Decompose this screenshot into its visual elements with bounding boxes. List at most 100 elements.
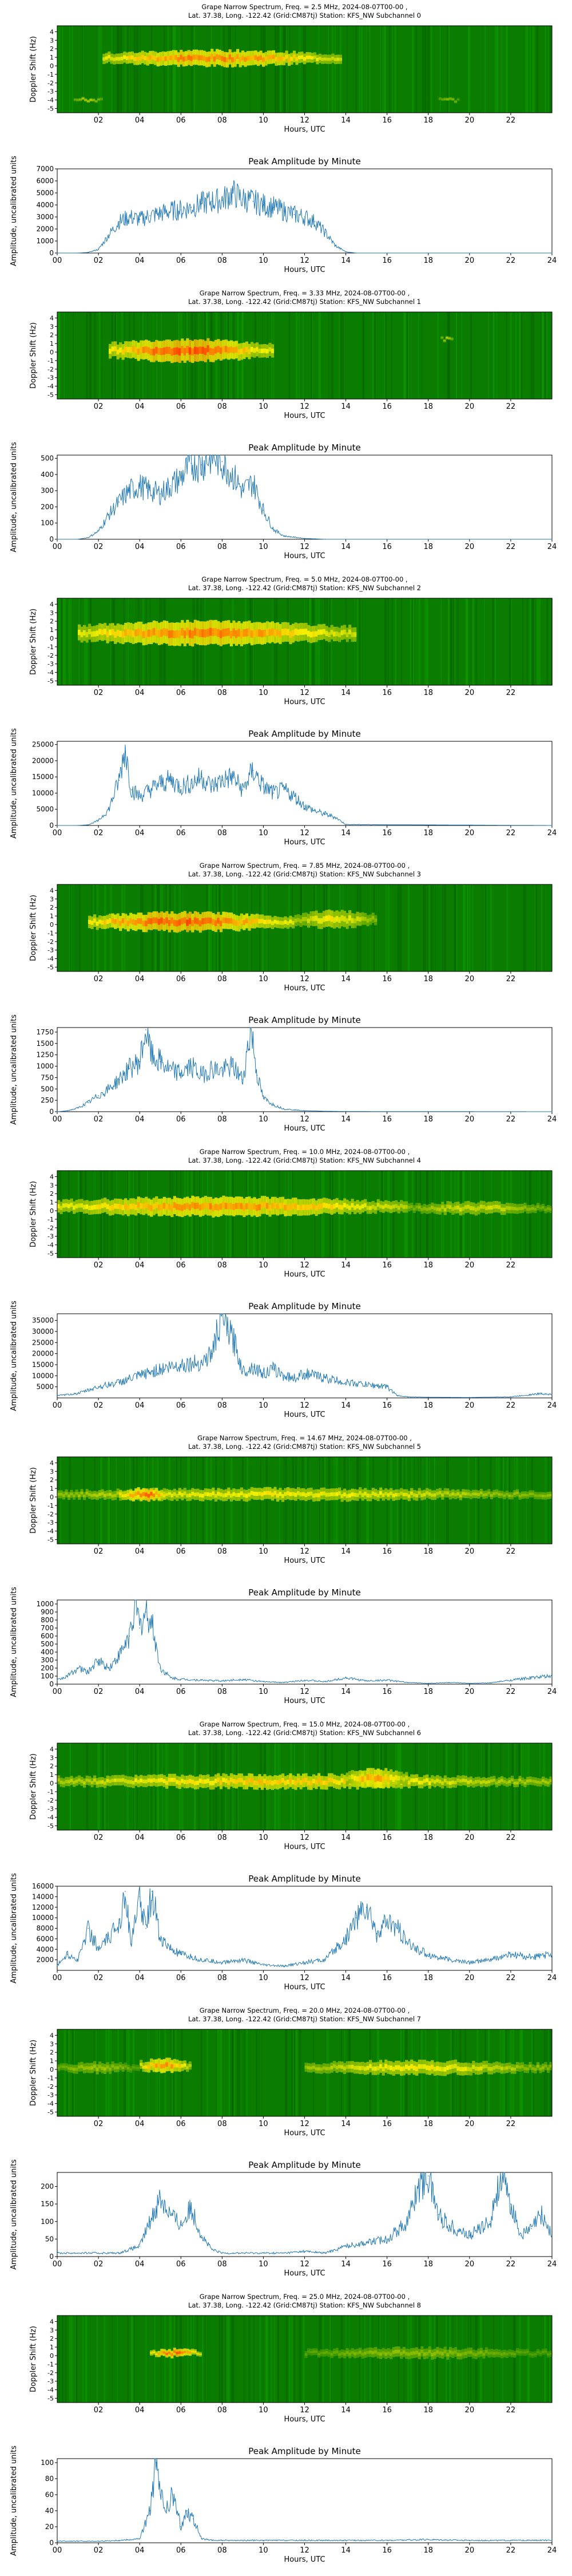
spectrogram-core [487,1491,491,1495]
amplitude-data-point [273,207,275,208]
spectrogram-core [144,56,147,61]
spectrogram-core [384,2064,388,2069]
amplitude-xtick-label: 22 [506,1401,516,1410]
spectrogram-streak [148,1743,150,1830]
spectrogram-streak [359,2316,361,2403]
spectrogram-streak [428,884,430,971]
spectrogram-core [269,55,273,60]
spectrogram-xlabel: Hours, UTC [284,1843,325,1851]
spectrogram-streak [488,1743,490,1830]
amplitude-data-point [108,514,109,516]
spectrogram-core [539,2067,542,2071]
spectrogram-streak [94,312,96,399]
spectrogram-streak [132,2029,134,2116]
spectrogram-core [462,1778,465,1782]
spectrogram-core [369,1206,372,1210]
amplitude-ytick-label: 50 [45,2235,54,2243]
spectrogram-streak [506,1457,509,1544]
amplitude-xtick-label: 02 [94,2546,104,2555]
amplitude-data-point [221,1962,223,1963]
amplitude-xtick-label: 10 [259,1115,268,1124]
spectrogram-core [428,1492,431,1496]
spectrogram-streak [434,1457,435,1544]
spectrogram-core [248,1492,251,1497]
spectrogram-core [291,1203,295,1209]
spectrogram-core [114,1778,117,1782]
spectrogram-core [222,1777,225,1783]
spectrogram-streak [379,1171,382,1258]
amplitude-data-point [160,1368,161,1370]
spectrogram-streak [133,26,136,113]
spectrogram-core [168,346,171,354]
spectrogram-core [254,55,257,60]
spectrogram-core [214,1203,217,1210]
spectrogram-ytick-label: -3 [47,2092,54,2099]
spectrogram-core [70,1779,73,1782]
spectrogram-core [374,2067,378,2071]
amplitude-data-point [151,1623,153,1625]
spectrogram-core [296,1491,300,1495]
spectrogram-core [539,2352,542,2354]
spectrogram-core [333,2064,336,2068]
amplitude-data-point [57,1965,58,1966]
spectrogram-core [462,2352,465,2356]
spectrogram-streak [235,26,236,113]
spectrogram-streak [512,1743,514,1830]
spectrogram-ytick-label: 0 [50,635,54,642]
spectrogram-streak [424,598,426,685]
spectrogram-streak [302,26,304,113]
amplitude-ytick-label: 40 [45,2507,54,2515]
spectrogram-core [397,2349,400,2353]
spectrogram-streak [421,312,422,399]
spectrogram-core [186,1780,189,1784]
spectrogram-streak [86,1743,89,1830]
amplitude-data-point [221,780,223,781]
amplitude-xtick-label: 10 [259,1974,268,1982]
spectrogram-streak [533,26,535,113]
spectrogram-core [222,1202,225,1208]
spectrogram-streak [292,2029,294,2116]
spectrogram-core [323,1780,326,1785]
spectrogram-streak [228,26,231,113]
amplitude-xtick-label: 04 [135,256,145,265]
spectrogram-streak [378,2316,379,2403]
spectrogram-core [308,56,312,60]
spectrogram-core [123,55,126,59]
spectrogram-streak [521,2029,523,2116]
amplitude-xtick-label: 02 [94,2260,104,2269]
spectrogram-core [273,1202,277,1209]
spectrogram-streak [294,2029,296,2116]
spectrogram-xtick-label: 14 [341,689,351,697]
spectrogram-streak [190,26,193,113]
amplitude-ytick-label: 35000 [32,1317,54,1325]
spectrogram-streak [447,1457,449,1544]
spectrogram-core [423,1493,426,1496]
amplitude-data-point [118,1922,120,1924]
spectrogram-core [376,2066,380,2071]
spectrogram-core [361,916,364,921]
spectrogram-core [209,1203,212,1210]
spectrogram-core [479,2350,483,2354]
spectrogram-streak [532,598,534,685]
spectrogram-core [260,919,264,923]
spectrogram-streak [174,26,176,113]
amplitude-data-point [427,2539,429,2541]
amplitude-data-point [469,1397,470,1398]
spectrogram-core [255,629,259,637]
spectrogram-core [356,2352,359,2355]
spectrogram-streak [164,2316,166,2403]
spectrogram-core [70,1202,73,1207]
amplitude-xtick-label: 06 [176,829,186,837]
spectrogram-core [379,1204,383,1208]
spectrogram-core [90,1205,94,1210]
spectrogram-core [150,2062,153,2067]
amplitude-data-point [180,1364,182,1365]
amplitude-data-point [386,2238,388,2240]
spectrogram-streak [465,598,468,685]
spectrogram-streak [541,312,542,399]
spectrogram-core [498,1205,501,1210]
spectrogram-core [155,2063,158,2068]
spectrogram-core [80,1203,84,1208]
amplitude-data-point [355,1917,357,1918]
amplitude-data-point [304,2251,305,2252]
